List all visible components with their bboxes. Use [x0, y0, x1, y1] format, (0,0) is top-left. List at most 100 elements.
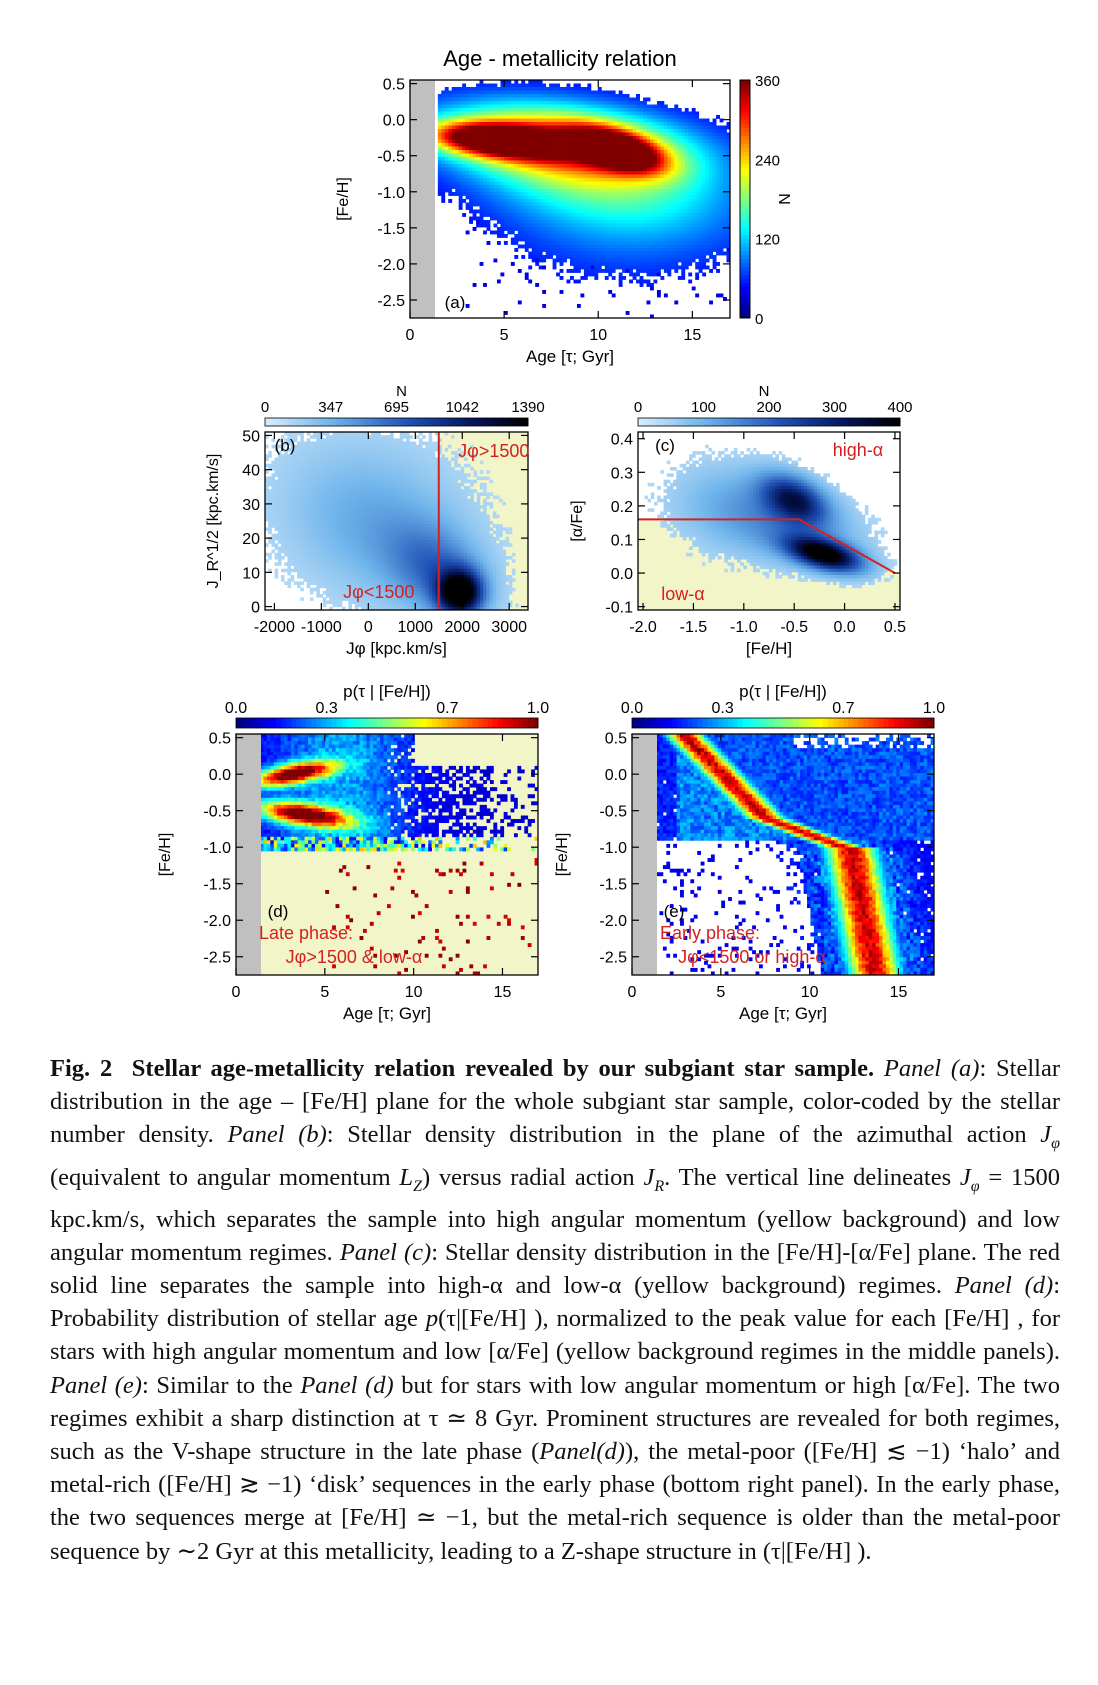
- heatmap-cell: [576, 262, 581, 266]
- heatmap-cell: [698, 269, 703, 273]
- heatmap-cell: [503, 167, 508, 172]
- heatmap-cell: [601, 153, 606, 158]
- heatmap-cell: [455, 171, 460, 175]
- heatmap-cell: [496, 94, 501, 98]
- heatmap-cell: [608, 244, 613, 249]
- heatmap-cell: [726, 150, 731, 154]
- heatmap-cell: [695, 209, 700, 214]
- heatmap-cell: [458, 171, 463, 175]
- heatmap-cell: [716, 248, 720, 252]
- heatmap-cell: [611, 132, 616, 137]
- heatmap-cell: [684, 118, 689, 123]
- heatmap-cell: [521, 104, 526, 109]
- heatmap-cell: [684, 206, 689, 210]
- density-cell: [332, 533, 336, 538]
- heatmap-cell: [583, 97, 588, 102]
- heatmap-cell: [566, 216, 571, 221]
- heatmap-cell: [535, 206, 540, 210]
- density-cell: [316, 495, 320, 500]
- heatmap-cell: [632, 209, 637, 214]
- heatmap-cell: [580, 115, 585, 119]
- heatmap-cell: [510, 199, 515, 203]
- heatmap-cell: [538, 125, 543, 130]
- heatmap-cell: [451, 132, 456, 137]
- heatmap-cell: [559, 136, 564, 140]
- density-cell: [287, 562, 292, 566]
- heatmap-cell: [510, 125, 515, 130]
- density-cell: [297, 492, 301, 496]
- heatmap-cell: [465, 111, 470, 116]
- heatmap-cell: [656, 111, 661, 116]
- heatmap-cell: [608, 178, 613, 182]
- heatmap-cell: [639, 223, 644, 228]
- heatmap-cell: [597, 157, 602, 161]
- density-cell: [325, 530, 330, 535]
- heatmap-cell: [549, 94, 554, 98]
- heatmap-cell: [684, 132, 689, 137]
- colorbar-swatch: [740, 147, 750, 152]
- heatmap-cell: [437, 185, 442, 189]
- heatmap-cell: [726, 241, 731, 245]
- density-cell: [284, 476, 288, 481]
- heatmap-cell: [625, 311, 630, 315]
- heatmap-cell: [674, 195, 679, 200]
- density-cell: [329, 587, 333, 592]
- density-cell: [306, 454, 311, 458]
- heatmap-cell: [656, 125, 661, 130]
- heatmap-cell: [677, 251, 682, 256]
- heatmap-cell: [674, 300, 679, 305]
- heatmap-cell: [719, 209, 724, 214]
- heatmap-cell: [681, 206, 686, 210]
- heatmap-cell: [458, 115, 463, 119]
- density-cell: [277, 555, 282, 560]
- heatmap-cell: [695, 167, 700, 172]
- heatmap-cell: [583, 90, 588, 95]
- heatmap-cell: [476, 167, 480, 172]
- heatmap-cell: [660, 209, 665, 214]
- heatmap-cell: [576, 132, 581, 137]
- heatmap-cell: [629, 279, 634, 284]
- heatmap-cell: [462, 94, 467, 98]
- heatmap-cell: [709, 174, 714, 179]
- heatmap-cell: [507, 87, 512, 91]
- density-cell: [303, 501, 308, 506]
- density-cell: [319, 514, 324, 519]
- heatmap-cell: [611, 108, 616, 112]
- heatmap-cell: [583, 125, 588, 130]
- heatmap-cell: [479, 143, 484, 147]
- heatmap-cell: [535, 223, 540, 228]
- heatmap-cell: [545, 97, 550, 102]
- heatmap-cell: [698, 262, 703, 266]
- density-cell: [309, 473, 314, 477]
- heatmap-cell: [448, 129, 453, 133]
- heatmap-cell: [604, 139, 609, 144]
- heatmap-cell: [521, 143, 526, 147]
- density-cell: [300, 441, 304, 446]
- heatmap-cell: [681, 248, 686, 252]
- heatmap-cell: [496, 118, 501, 123]
- heatmap-cell: [622, 157, 627, 161]
- heatmap-cell: [545, 125, 550, 130]
- density-cell: [297, 460, 301, 465]
- heatmap-cell: [709, 160, 714, 165]
- heatmap-cell: [448, 94, 453, 98]
- x-tick-label: 15: [683, 327, 701, 344]
- heatmap-cell: [670, 118, 675, 123]
- density-cell: [290, 578, 295, 582]
- heatmap-cell: [531, 234, 536, 238]
- heatmap-cell: [545, 160, 550, 165]
- heatmap-cell: [723, 139, 727, 144]
- heatmap-cell: [549, 174, 554, 179]
- heatmap-cell: [583, 115, 588, 119]
- heatmap-cell: [594, 101, 599, 105]
- heatmap-cell: [618, 136, 623, 140]
- heatmap-cell: [490, 129, 494, 133]
- heatmap-cell: [695, 188, 700, 193]
- colorbar-swatch: [740, 183, 750, 188]
- heatmap-cell: [458, 150, 463, 154]
- heatmap-cell: [566, 199, 571, 203]
- heatmap-cell: [437, 139, 442, 144]
- heatmap-cell: [632, 136, 637, 140]
- heatmap-cell: [705, 195, 710, 200]
- heatmap-cell: [709, 248, 714, 252]
